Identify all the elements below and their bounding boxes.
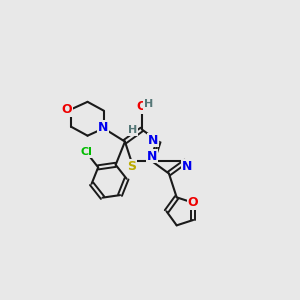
Text: Cl: Cl — [80, 147, 92, 157]
Text: N: N — [147, 149, 157, 163]
Text: N: N — [148, 134, 158, 147]
Text: S: S — [127, 160, 136, 173]
Text: O: O — [188, 196, 198, 209]
Text: N: N — [98, 121, 108, 134]
Text: O: O — [136, 100, 147, 113]
Text: O: O — [61, 103, 72, 116]
Text: H: H — [128, 125, 137, 135]
Text: H: H — [144, 99, 153, 110]
Text: N: N — [182, 160, 192, 173]
